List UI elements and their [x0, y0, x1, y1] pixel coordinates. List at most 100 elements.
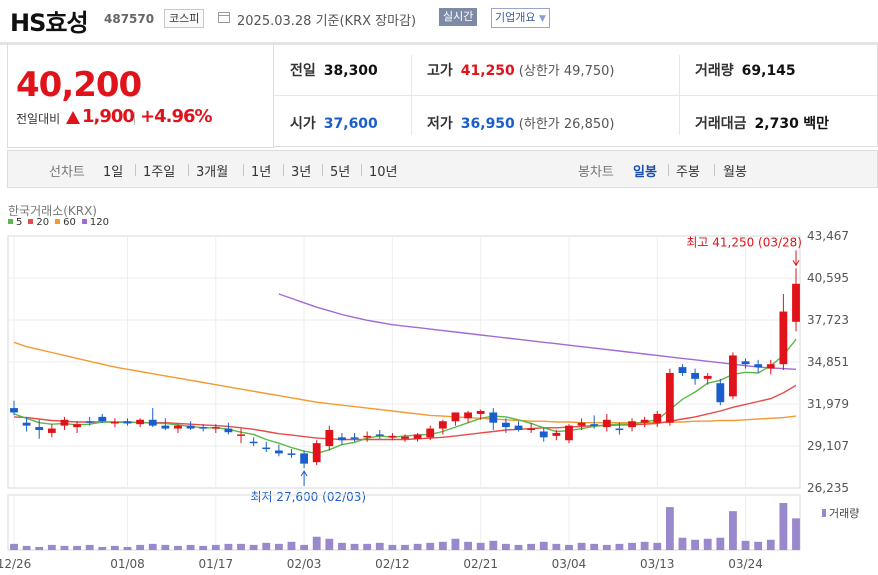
legend-swatch	[28, 219, 34, 224]
ma-legend: 5 20 60 120	[8, 217, 109, 228]
divider	[714, 164, 715, 176]
x-tick-label: 03/24	[728, 557, 763, 571]
candle-body	[47, 428, 56, 433]
stat-amount: 거래대금 2,730 백만	[695, 113, 829, 133]
change-label: 전일대비	[16, 112, 61, 126]
stat-low: 저가 36,950 (하한가 26,850)	[427, 113, 614, 133]
candle-body	[628, 421, 636, 428]
x-tick-label: 02/21	[463, 557, 498, 571]
volume-bar	[388, 544, 397, 550]
chart-source: 한국거래소(KRX)	[8, 204, 97, 218]
period-5y[interactable]: 5년	[330, 165, 351, 180]
period-3m[interactable]: 3개월	[196, 165, 229, 180]
candle-body	[262, 447, 271, 450]
candle-body	[691, 372, 700, 379]
candle-body	[375, 434, 384, 436]
candle-body	[249, 441, 258, 444]
candle-body	[766, 364, 775, 369]
volume-bar	[375, 542, 384, 550]
candle-body	[527, 428, 536, 431]
candle-body	[779, 311, 788, 365]
divider	[283, 164, 284, 176]
stat-label: 저가	[427, 116, 453, 132]
stat-prev: 전일 38,300	[290, 60, 378, 80]
period-10y[interactable]: 10년	[369, 165, 398, 180]
candle-body	[110, 421, 119, 424]
volume-bar	[464, 541, 472, 550]
corp-overview-label: 기업개요	[495, 11, 536, 24]
x-tick-label: 03/04	[552, 557, 587, 571]
price-change: 1,900	[82, 106, 135, 127]
candle-monthly[interactable]: 월봉	[723, 165, 747, 180]
volume-bar	[426, 542, 435, 550]
candle-body	[237, 434, 245, 436]
period-1y[interactable]: 1년	[251, 165, 272, 180]
divider	[188, 164, 189, 176]
stat-label: 고가	[427, 63, 453, 79]
candle-body	[653, 413, 662, 423]
volume-bar	[211, 544, 220, 550]
volume-bar	[98, 546, 107, 550]
volume-bar	[85, 544, 94, 550]
volume-bar	[678, 537, 687, 550]
candle-body	[287, 453, 296, 455]
period-1d[interactable]: 1일	[103, 165, 124, 180]
candle-weekly[interactable]: 주봉	[676, 165, 700, 180]
min-annotation: 최저 27,600 (02/03)	[250, 490, 366, 504]
stock-name: HS효성	[10, 9, 89, 37]
candle-body	[514, 425, 523, 431]
ma60-line	[13, 341, 797, 424]
candle-body	[388, 435, 397, 438]
candle-daily[interactable]: 일봉	[633, 165, 657, 180]
volume-bar	[729, 511, 737, 550]
volume-bar	[766, 539, 775, 550]
base-date: 2025.03.28 기준(KRX 장마감)	[237, 14, 417, 29]
volume-bar	[640, 541, 649, 550]
up-triangle-icon	[66, 111, 80, 124]
period-1w[interactable]: 1주일	[143, 165, 176, 180]
candle-body	[186, 425, 195, 429]
candle-body	[476, 411, 485, 414]
stat-volume: 거래량 69,145	[695, 60, 796, 80]
candle-body	[60, 419, 69, 426]
volume-bar	[527, 543, 536, 550]
volume-bar	[653, 542, 662, 550]
stat-value: 36,950	[460, 116, 515, 132]
price-stats: 전일 38,300 고가 41,250 (상한가 49,750) 거래량 69,145 …	[273, 43, 878, 147]
candle-body	[413, 434, 422, 439]
stock-code: 487570	[104, 12, 155, 26]
volume-bar	[312, 536, 321, 550]
stat-high: 고가 41,250 (상한가 49,750)	[427, 60, 614, 80]
volume-bar	[47, 544, 56, 550]
candle-body	[325, 430, 334, 447]
candle-body	[665, 372, 674, 423]
legend-label: 5	[16, 217, 23, 228]
stat-sub-value: 49,750)	[563, 64, 615, 79]
candle-body	[224, 428, 233, 433]
volume-bar	[224, 543, 233, 550]
volume-bar	[136, 544, 145, 550]
period-3y[interactable]: 3년	[291, 165, 312, 180]
volume-bar	[249, 544, 258, 550]
candle-body	[602, 419, 611, 428]
candle-body	[73, 424, 81, 428]
volume-bar	[602, 544, 611, 550]
y-tick-label: 37,723	[807, 313, 849, 327]
candle-body	[338, 437, 346, 441]
candle-body	[539, 431, 548, 438]
volume-bar	[590, 543, 599, 550]
market-badge: 코스피	[164, 9, 205, 28]
volume-bar	[401, 544, 409, 550]
candle-body	[438, 421, 447, 429]
candle-body	[35, 427, 44, 431]
legend-swatch	[81, 219, 87, 224]
realtime-button[interactable]: 실시간	[439, 8, 478, 26]
volume-bar	[199, 545, 208, 550]
volume-bar	[174, 545, 182, 550]
volume-bar	[300, 544, 309, 550]
candle-body	[199, 427, 208, 429]
candle-body	[552, 432, 561, 436]
candle-body	[98, 416, 107, 422]
candle-body	[426, 428, 435, 438]
corp-overview-dropdown[interactable]: 기업개요 ▼	[491, 8, 550, 28]
